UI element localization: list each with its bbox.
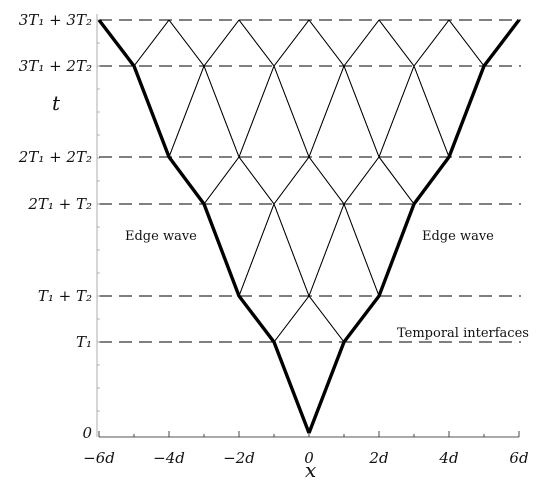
temporal-interfaces-label: Temporal interfaces [397, 326, 529, 341]
x-tick-label: −2d [223, 449, 255, 467]
characteristic-line [133, 19, 170, 67]
characteristic-line [308, 295, 345, 343]
x-axis-label: x [305, 458, 316, 481]
t-tick-label: 3T₁ + 2T₂ [19, 57, 92, 75]
x-tick-label: 4d [438, 449, 458, 467]
characteristic-line [273, 65, 310, 158]
characteristic-line [273, 295, 310, 343]
characteristic-line [273, 156, 310, 205]
characteristic-line [203, 65, 240, 158]
characteristic-line [238, 203, 275, 297]
t-tick-label: T₁ + T₂ [38, 287, 92, 305]
characteristic-line [238, 65, 275, 158]
characteristic-line [168, 65, 205, 158]
x-tick-label: −6d [83, 449, 115, 467]
characteristic-line [238, 156, 275, 205]
axes [96, 14, 520, 438]
characteristic-line [378, 19, 415, 67]
characteristic-line [343, 203, 380, 297]
x-tick-label: 2d [368, 449, 388, 467]
edge-wave-paths [97, 18, 521, 434]
axis-labels: −6d −4d −2d 0 2d 4d 6d 0 T₁ T₁ + T₂ 2T₁ + T₂ 2T₁ + … [18, 11, 529, 467]
characteristic-line [273, 19, 310, 67]
t-tick-label: T₁ [76, 333, 92, 351]
characteristic-line [378, 65, 415, 158]
characteristic-line [238, 19, 275, 67]
t-axis-label: t [52, 91, 61, 115]
edge-wave-right-label: Edge wave [422, 229, 494, 244]
characteristic-line [413, 65, 450, 158]
edge-wave-left-label: Edge wave [125, 229, 197, 244]
characteristic-line [308, 65, 345, 158]
t-tick-label: 0 [82, 424, 92, 442]
characteristic-line [273, 203, 310, 297]
edge-wave-right-path [307, 18, 521, 434]
characteristic-line [203, 19, 240, 67]
x-tick-label: 0 [304, 449, 314, 467]
characteristic-line [168, 19, 205, 67]
x-tick-label: −4d [153, 449, 185, 467]
characteristic-line [378, 156, 415, 205]
t-tick-label: 2T₁ + T₂ [27, 195, 92, 213]
characteristic-line [448, 19, 485, 67]
t-tick-label: 3T₁ + 3T₂ [19, 11, 92, 29]
x-tick-label: 6d [509, 449, 528, 467]
characteristic-line [343, 65, 380, 158]
edge-wave-left-path [97, 18, 311, 434]
characteristic-line [203, 156, 240, 205]
characteristic-line [308, 203, 345, 297]
characteristic-line [308, 19, 345, 67]
characteristic-line [343, 156, 380, 205]
characteristic-mesh [133, 19, 485, 343]
t-tick-label: 2T₁ + 2T₂ [18, 148, 92, 166]
characteristic-line [308, 156, 345, 205]
characteristic-line [413, 19, 450, 67]
characteristic-line [343, 19, 380, 67]
